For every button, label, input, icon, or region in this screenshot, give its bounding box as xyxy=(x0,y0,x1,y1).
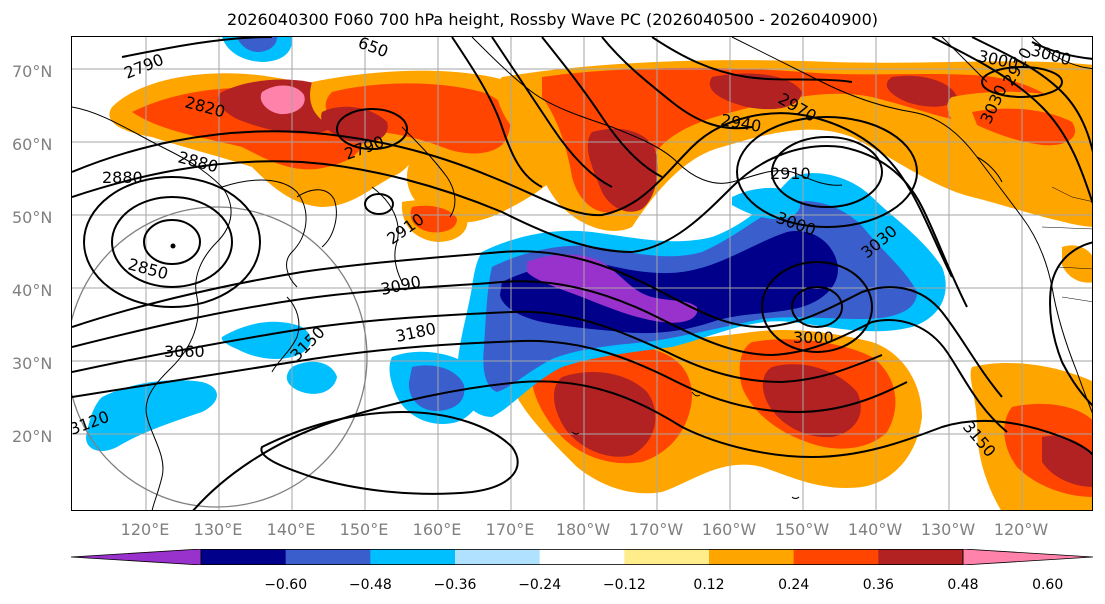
lon-label-150e: 150°E xyxy=(339,520,389,539)
colorbar-tick-label: 0.24 xyxy=(778,577,810,593)
contour-label: 3000 xyxy=(793,328,834,347)
colorbar-segment xyxy=(709,549,795,565)
height-contours xyxy=(72,37,1092,510)
lon-label-160e: 160°E xyxy=(412,520,462,539)
map-title: 2026040300 F060 700 hPa height, Rossby W… xyxy=(227,10,878,29)
lon-label-130w: 130°W xyxy=(920,520,976,539)
lat-label-30n: 30°N xyxy=(12,354,53,373)
colorbar-segment xyxy=(455,549,541,565)
colorbar-tick-label: −0.12 xyxy=(602,577,646,593)
lon-label-150w: 150°W xyxy=(774,520,830,539)
colorbar-svg xyxy=(70,548,1094,566)
contour-label: 3090 xyxy=(379,272,423,299)
colorbar-tick-label: 0.36 xyxy=(862,577,894,593)
colorbar-frame xyxy=(200,549,964,565)
graticule xyxy=(72,37,1092,510)
colorbar-extend-low xyxy=(70,548,202,566)
lat-label-40n: 40°N xyxy=(12,281,53,300)
colorbar-segment xyxy=(201,549,287,565)
lat-label-60n: 60°N xyxy=(12,135,53,154)
colorbar-tick-label: 0.60 xyxy=(1032,577,1064,593)
negative-anomaly-shading xyxy=(86,37,946,452)
contour-label: 2850 xyxy=(126,255,170,284)
colorbar-tick-label: −0.36 xyxy=(433,577,477,593)
colorbar-tick-label: −0.48 xyxy=(348,577,392,593)
lon-label-120w: 120°W xyxy=(993,520,1049,539)
lat-label-50n: 50°N xyxy=(12,208,53,227)
lon-label-160w: 160°W xyxy=(701,520,757,539)
lat-label-70n: 70°N xyxy=(12,62,53,81)
lat-label-20n: 20°N xyxy=(12,427,53,446)
map-canvas: 2790 2820 2880 2880 2850 3060 3120 650 2… xyxy=(72,37,1092,510)
colorbar-segment xyxy=(878,549,964,565)
lon-label-140w: 140°W xyxy=(847,520,903,539)
colorbar-tick-label: 0.48 xyxy=(947,577,979,593)
lon-label-180w: 180°W xyxy=(555,520,611,539)
colorbar-tick-label: −0.24 xyxy=(518,577,562,593)
colorbar-segment xyxy=(539,549,625,565)
contour-label: 3060 xyxy=(164,342,205,361)
lon-label-170e: 170°E xyxy=(485,520,535,539)
contour-label: 650 xyxy=(356,37,391,61)
colorbar-extend-high xyxy=(962,548,1094,566)
lon-label-140e: 140°E xyxy=(266,520,316,539)
contour-label: 3180 xyxy=(394,319,438,346)
colorbar-tick-label: −0.60 xyxy=(264,577,308,593)
positive-anomaly-shading xyxy=(109,60,1092,510)
range-ring xyxy=(72,206,368,508)
colorbar xyxy=(70,548,1094,569)
lon-label-170w: 170°W xyxy=(628,520,684,539)
lon-label-130e: 130°E xyxy=(193,520,243,539)
lon-label-120e: 120°E xyxy=(120,520,170,539)
colorbar-tick-label: 0.12 xyxy=(693,577,725,593)
contour-label: 2910 xyxy=(770,164,811,183)
map-panel[interactable]: 2790 2820 2880 2880 2850 3060 3120 650 2… xyxy=(71,36,1093,511)
low-center-marker xyxy=(170,243,176,249)
colorbar-segment xyxy=(793,549,879,565)
borders xyxy=(1041,186,1092,302)
contour-label: 2880 xyxy=(102,168,143,187)
coastlines xyxy=(72,37,1092,510)
colorbar-segment xyxy=(285,549,371,565)
colorbar-segment xyxy=(624,549,710,565)
colorbar-segment xyxy=(370,549,456,565)
